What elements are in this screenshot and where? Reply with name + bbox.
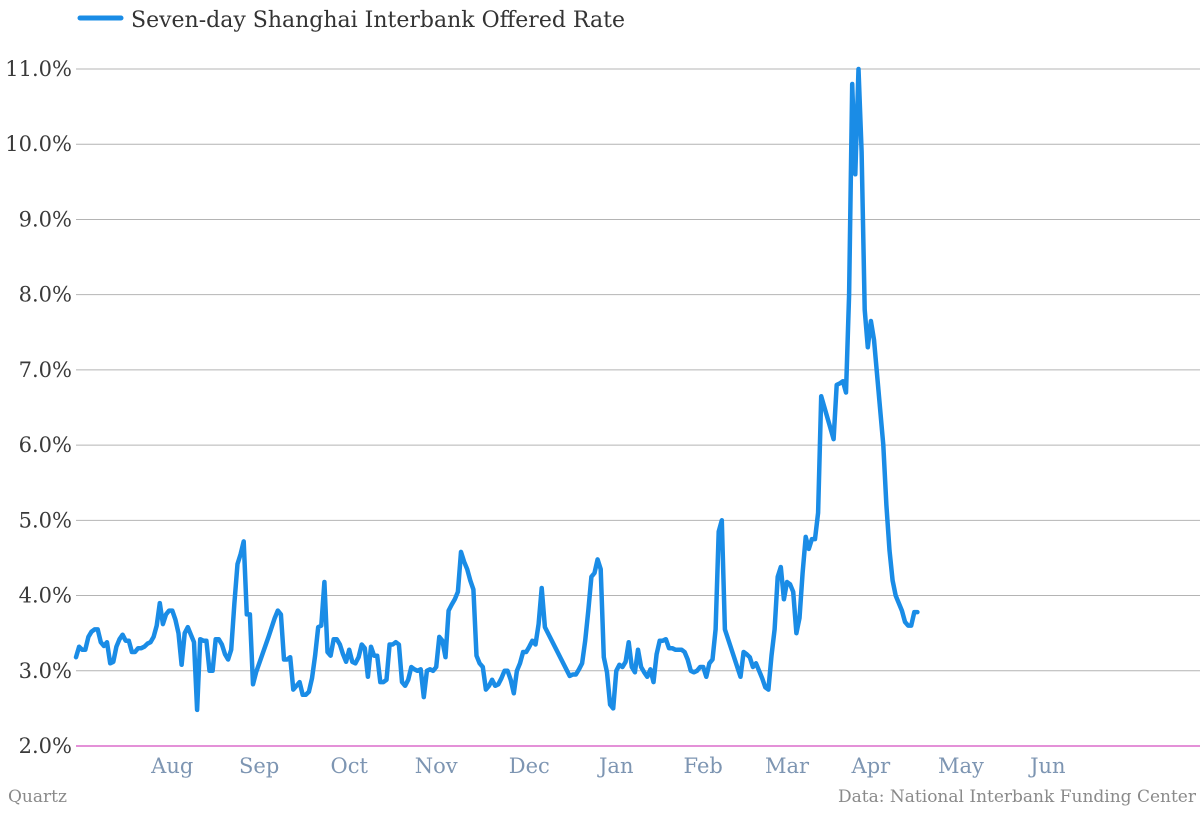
y-axis-tick-labels: 2.0% 3.0% 4.0% 5.0% 6.0% 7.0% 8.0% 9.0% 10.0% 11.… [5,57,72,758]
series-line-shibor [73,66,920,713]
x-axis-month-labels: Aug Sep Oct Nov Dec Jan Feb Mar Apr May Jun [150,754,1065,778]
x-tick-label-dec: Dec [509,754,550,778]
y-tick-label: 9.0% [19,207,72,231]
x-tick-label-may: May [938,754,984,778]
x-tick-label-oct: Oct [331,754,369,778]
y-tick-label: 4.0% [19,584,72,608]
source-right: Data: National Interbank Funding Center [838,787,1197,807]
x-tick-label-jan: Jan [597,754,633,778]
x-tick-label-apr: Apr [851,754,892,778]
x-tick-label-mar: Mar [765,754,810,778]
x-tick-label-feb: Feb [684,754,723,778]
series-layer [73,66,920,713]
x-tick-label-sep: Sep [239,754,279,778]
legend-label: Seven-day Shanghai Interbank Offered Rat… [131,8,625,33]
x-tick-label-aug: Aug [150,754,193,778]
x-tick-label-nov: Nov [415,754,458,778]
y-tick-label: 5.0% [19,508,72,532]
y-tick-label: 2.0% [19,734,72,758]
legend: Seven-day Shanghai Interbank Offered Rat… [77,8,625,33]
y-tick-label: 3.0% [19,659,72,683]
y-tick-label: 6.0% [19,433,72,457]
y-tick-label: 11.0% [5,57,72,81]
gridlines [76,68,1200,747]
source-left: Quartz [8,787,67,807]
y-tick-label: 10.0% [5,132,72,156]
x-tick-label-jun: Jun [1028,754,1065,778]
y-tick-label: 8.0% [19,283,72,307]
y-tick-label: 7.0% [19,358,72,382]
